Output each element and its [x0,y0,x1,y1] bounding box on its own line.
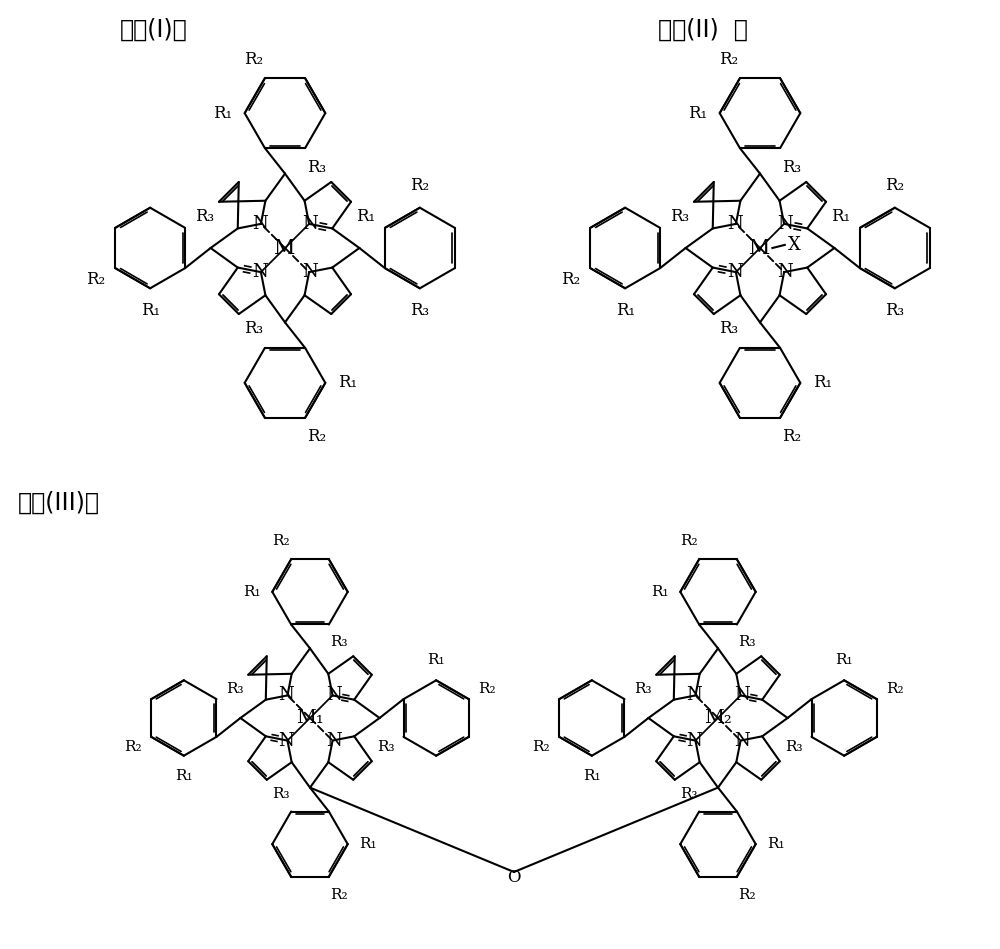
Text: N: N [687,686,702,704]
Text: R₂: R₂ [738,887,756,902]
Text: N: N [252,214,268,233]
Text: R₂: R₂ [532,740,550,754]
Text: R₃: R₃ [782,158,801,176]
Text: R₂: R₂ [478,681,496,696]
Text: R₂: R₂ [680,534,698,549]
Text: R₃: R₃ [719,320,738,337]
Text: M₂: M₂ [704,709,732,727]
Text: N: N [302,214,318,233]
Text: N: N [727,214,743,233]
Text: R₁: R₁ [356,208,375,225]
Text: R₂: R₂ [410,177,429,194]
Text: R₁: R₁ [213,104,232,121]
Text: N: N [734,686,749,704]
Text: R₃: R₃ [634,681,651,696]
Text: R₁: R₁ [338,374,357,391]
Text: R₂: R₂ [272,534,290,549]
Text: N: N [687,732,702,750]
Text: 通式(I)：: 通式(I)： [120,18,188,42]
Text: R₃: R₃ [670,208,689,225]
Text: R₃: R₃ [738,636,756,649]
Text: R₃: R₃ [195,208,214,225]
Text: R₁: R₁ [427,653,445,666]
Text: N: N [279,686,294,704]
Text: R₂: R₂ [886,681,904,696]
Text: M: M [749,238,771,257]
Text: R₂: R₂ [330,887,348,902]
Text: N: N [279,732,294,750]
Text: R₃: R₃ [272,787,290,801]
Text: R₃: R₃ [330,636,348,649]
Text: 通式(II)  ：: 通式(II) ： [658,18,748,42]
Text: M: M [274,238,296,257]
Text: R₃: R₃ [244,320,263,337]
Text: R₂: R₂ [244,50,263,67]
Text: R₁: R₁ [768,837,785,851]
Text: R₁: R₁ [835,653,853,666]
Text: R₂: R₂ [124,740,142,754]
Text: R₃: R₃ [377,740,394,754]
Text: R₁: R₁ [831,208,850,225]
Text: R₁: R₁ [616,302,635,319]
Text: R₃: R₃ [226,681,243,696]
Text: R₃: R₃ [885,302,904,319]
Text: R₁: R₁ [813,374,832,391]
Text: R₁: R₁ [141,302,160,319]
Text: R₃: R₃ [785,740,802,754]
Text: R₂: R₂ [885,177,904,194]
Text: R₁: R₁ [651,585,668,599]
Text: R₂: R₂ [719,50,738,67]
Text: N: N [777,214,793,233]
Text: N: N [734,732,749,750]
Text: N: N [727,263,743,281]
Text: R₁: R₁ [243,585,260,599]
Text: R₂: R₂ [561,270,581,288]
Text: R₁: R₁ [360,837,377,851]
Text: N: N [326,686,341,704]
Text: N: N [777,263,793,281]
Text: R₁: R₁ [175,770,193,784]
Text: 通式(III)：: 通式(III)： [18,491,100,515]
Text: O: O [507,869,521,886]
Text: R₁: R₁ [688,104,707,121]
Text: R₃: R₃ [680,787,698,801]
Text: R₃: R₃ [410,302,429,319]
Text: M₁: M₁ [296,709,324,727]
Text: R₂: R₂ [782,428,801,445]
Text: R₃: R₃ [307,158,326,176]
Text: N: N [252,263,268,281]
Text: R₂: R₂ [307,428,326,445]
Text: N: N [302,263,318,281]
Text: R₁: R₁ [583,770,601,784]
Text: R₂: R₂ [86,270,106,288]
Text: N: N [326,732,341,750]
Text: X: X [788,236,801,254]
